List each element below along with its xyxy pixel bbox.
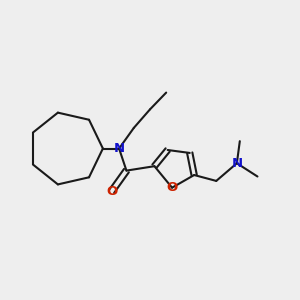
Text: N: N: [113, 142, 124, 155]
Text: N: N: [231, 157, 242, 170]
Text: O: O: [167, 181, 178, 194]
Text: O: O: [106, 185, 117, 198]
